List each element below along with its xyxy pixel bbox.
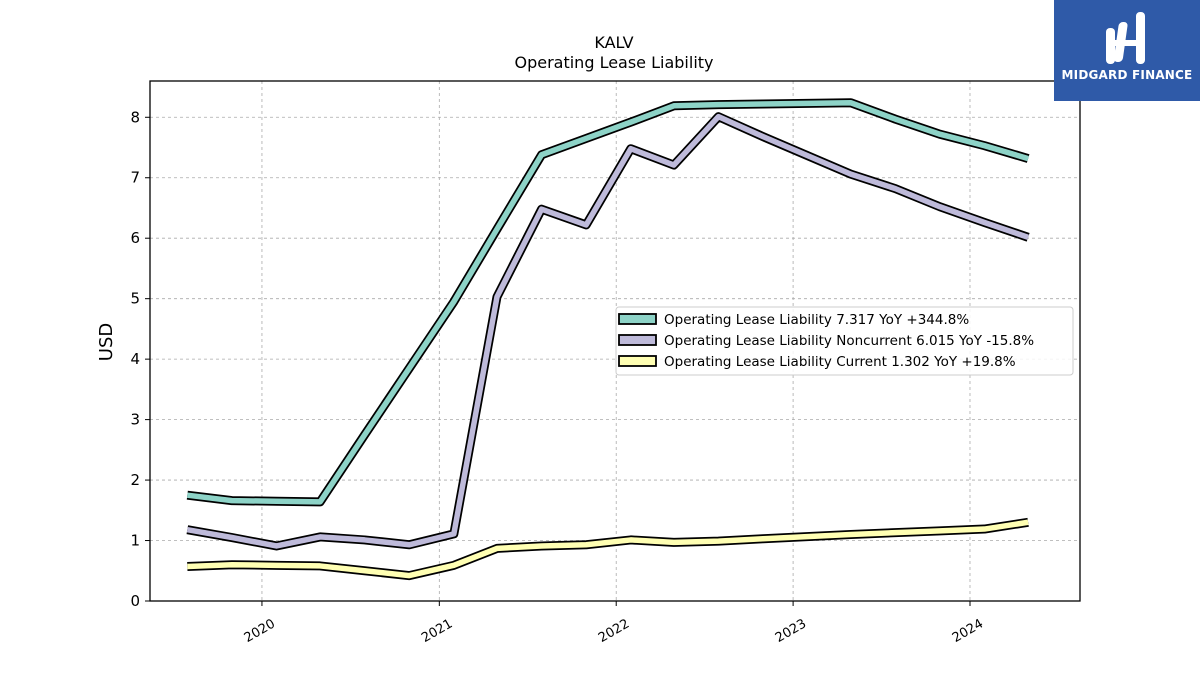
plot-frame (149, 80, 1081, 602)
x-tick-label: 2020 (242, 616, 278, 646)
series-line (186, 113, 1030, 549)
y-tick-label: 2 (130, 471, 140, 489)
series-line (187, 519, 1029, 579)
legend-swatch (618, 313, 657, 325)
chart-title: KALV (594, 33, 633, 52)
y-tick-label: 8 (130, 108, 140, 126)
x-axis-ticks: 2020 2021 2022 2023 2024 (242, 601, 986, 646)
x-tick-label: 2022 (596, 616, 632, 646)
legend-box (615, 306, 1074, 376)
y-tick-label: 3 (130, 411, 140, 429)
x-tick-label: 2023 (773, 616, 809, 646)
y-axis-label: USD (96, 323, 117, 361)
legend: Operating Lease Liability 7.317 YoY +344… (615, 306, 1074, 376)
y-axis-ticks: 0 1 2 3 4 5 6 7 8 (130, 108, 150, 610)
series-2 (186, 112, 1030, 551)
legend-swatch (618, 334, 657, 346)
logo-text: MIDGARD FINANCE (1061, 68, 1193, 82)
y-tick-label: 1 (130, 532, 140, 550)
x-tick-label: 2021 (419, 616, 455, 646)
midgard-finance-logo: MIDGARD FINANCE (1054, 0, 1200, 101)
midgard-logo-icon (1106, 12, 1145, 64)
series-1 (186, 98, 1030, 507)
y-tick-label: 4 (130, 350, 140, 368)
series-3 (187, 517, 1029, 581)
y-tick-label: 6 (130, 229, 140, 247)
x-tick-label: 2024 (950, 616, 986, 646)
y-tick-label: 7 (130, 169, 140, 187)
series-layer (186, 98, 1030, 581)
legend-label: Operating Lease Liability Current 1.302 … (664, 354, 1016, 370)
y-tick-label: 0 (130, 592, 140, 610)
legend-swatch (618, 355, 657, 367)
series-line (186, 100, 1029, 505)
y-tick-label: 5 (130, 290, 140, 308)
legend-label: Operating Lease Liability Noncurrent 6.0… (664, 333, 1034, 349)
series-line-outline (186, 98, 1030, 507)
chart-subtitle: Operating Lease Liability (514, 53, 713, 72)
legend-label: Operating Lease Liability 7.317 YoY +344… (664, 312, 969, 328)
